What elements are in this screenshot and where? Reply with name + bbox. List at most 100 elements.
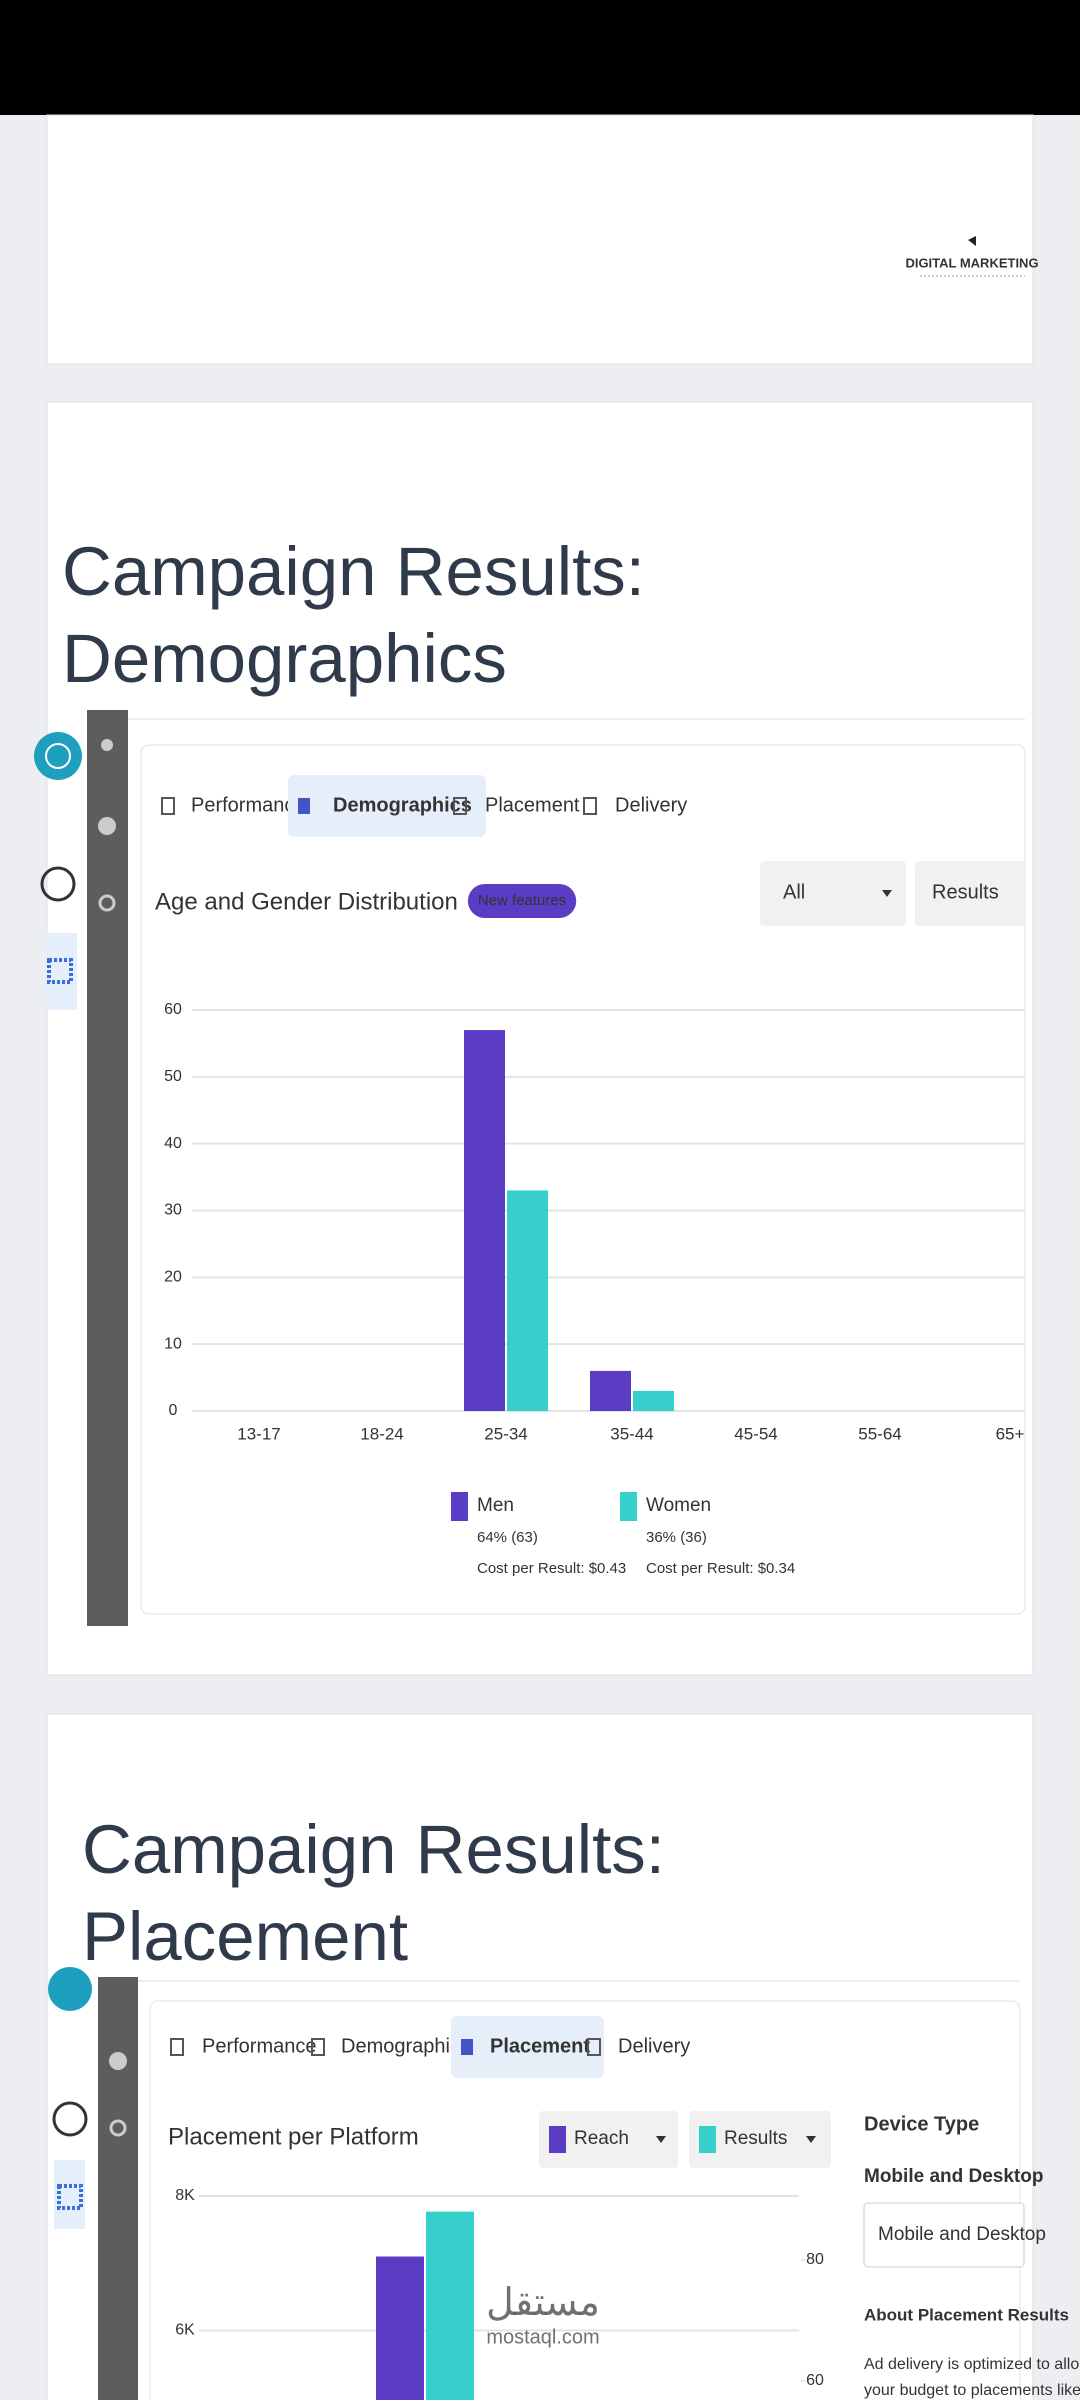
tab-active-bg: [451, 2016, 605, 2078]
tab-icon: [298, 798, 310, 814]
bar: [633, 1390, 674, 1411]
badge-label: New features: [478, 892, 566, 909]
sidebar-icon: [98, 894, 116, 912]
tab-label[interactable]: Delivery: [615, 794, 687, 816]
y2-tick-label: 80: [806, 2251, 824, 2268]
side-subheading: Mobile and Desktop: [864, 2166, 1043, 2187]
about-title: About Placement Results: [864, 2305, 1069, 2324]
dropdown-arrow: [882, 890, 892, 897]
legend-cost: Cost per Result: $0.43: [477, 1560, 626, 1577]
app-icon: [34, 732, 82, 780]
dropdown[interactable]: [689, 2111, 831, 2168]
legend-cost: Cost per Result: $0.34: [646, 1560, 795, 1577]
tab-label[interactable]: Performance: [191, 794, 306, 816]
status-bar: [0, 0, 1080, 115]
sidebar-icon: [109, 2052, 127, 2070]
chart-title: Age and Gender Distribution: [155, 888, 458, 915]
app-icon: [45, 743, 71, 769]
dropdown-label: Results: [932, 881, 999, 903]
legend-swatch: [620, 1492, 637, 1521]
x-tick-label: 45-54: [734, 1424, 777, 1443]
legend-label: Women: [646, 1495, 711, 1516]
y2-tick-label: 60: [806, 2372, 824, 2389]
gauge-icon: [40, 866, 76, 902]
dropdown[interactable]: [539, 2111, 678, 2168]
tab-label[interactable]: Delivery: [618, 2035, 690, 2057]
side-heading: Device Type: [864, 2113, 979, 2135]
tab-label[interactable]: Performance: [202, 2035, 317, 2057]
watermark: مستقل: [486, 2282, 600, 2324]
y-tick-label: 40: [164, 1135, 182, 1152]
tab-icon: [583, 797, 597, 815]
tab-icon: [170, 2038, 184, 2056]
chart-title: Placement per Platform: [168, 2123, 419, 2150]
legend-swatch: [699, 2126, 716, 2153]
bar: [426, 2211, 474, 2400]
input-box[interactable]: [863, 2202, 1025, 2268]
sidebar-icon: [101, 739, 113, 751]
y-tick-label: 60: [164, 1001, 182, 1018]
app-icon: [48, 1967, 92, 2011]
y-tick-label: 50: [164, 1068, 182, 1085]
bar: [464, 1030, 505, 1411]
legend-share: 36% (36): [646, 1529, 707, 1546]
y-tick-label: 6K: [175, 2322, 195, 2339]
legend-swatch: [451, 1492, 468, 1521]
legend-share: 64% (63): [477, 1529, 538, 1546]
bar: [507, 1190, 548, 1411]
watermark: mostaql.com: [486, 2326, 599, 2348]
y-tick-label: 8K: [175, 2187, 195, 2204]
x-tick-label: 13-17: [237, 1424, 280, 1443]
dropdown[interactable]: [760, 861, 906, 926]
gauge-icon: [52, 2101, 88, 2137]
y-tick-label: 20: [164, 1269, 182, 1286]
x-tick-label: 35-44: [610, 1424, 653, 1443]
calendar-icon: [57, 2184, 83, 2210]
x-tick-label: 25-34: [484, 1424, 527, 1443]
section-title: Campaign Results: Placement: [82, 1811, 665, 1975]
bar: [376, 2256, 424, 2400]
tab-icon: [461, 2039, 473, 2055]
y-tick-label: 0: [169, 1402, 178, 1419]
input-value: Mobile and Desktop: [878, 2224, 1046, 2245]
calendar-icon: [47, 958, 73, 984]
sidebar-icon: [109, 2119, 127, 2137]
x-tick-label: 65+: [996, 1424, 1025, 1443]
x-tick-label: 55-64: [858, 1424, 901, 1443]
card: [46, 114, 1034, 365]
dropdown[interactable]: [915, 861, 1025, 926]
legend-label: Results: [724, 2128, 787, 2149]
logo-icon: [968, 236, 976, 246]
sidebar-icon: [98, 817, 116, 835]
dropdown-label: All: [783, 881, 805, 903]
y-tick-label: 10: [164, 1335, 182, 1352]
x-tick-label: 18-24: [360, 1424, 403, 1443]
tab-label[interactable]: Placement: [490, 2035, 590, 2057]
legend-label: Men: [477, 1495, 514, 1516]
y-tick-label: 30: [164, 1202, 182, 1219]
tab-label[interactable]: Placement: [485, 794, 580, 816]
panel: [140, 744, 1026, 1615]
tab-icon: [311, 2038, 325, 2056]
tab-icon: [587, 2038, 601, 2056]
tab-label[interactable]: Demographics: [333, 794, 472, 816]
nav-highlight: [46, 933, 77, 1010]
sidebar: [87, 710, 128, 1626]
bar: [590, 1370, 631, 1411]
tab-icon: [453, 797, 467, 815]
badge: [467, 884, 577, 918]
dropdown-arrow: [806, 2136, 816, 2143]
tab-active-bg: [288, 775, 486, 837]
dropdown-arrow: [656, 2136, 666, 2143]
sidebar: [98, 1977, 138, 2400]
legend-swatch: [549, 2126, 566, 2153]
about-text: your budget to placements like: [864, 2382, 1080, 2399]
tab-icon: [161, 797, 175, 815]
tab-label[interactable]: Demographics: [341, 2035, 470, 2057]
logo-text: DIGITAL MARKETING: [905, 255, 1038, 270]
legend-label: Reach: [574, 2128, 629, 2149]
section-title: Campaign Results: Demographics: [62, 533, 645, 697]
about-text: Ad delivery is optimized to allo: [864, 2356, 1079, 2373]
